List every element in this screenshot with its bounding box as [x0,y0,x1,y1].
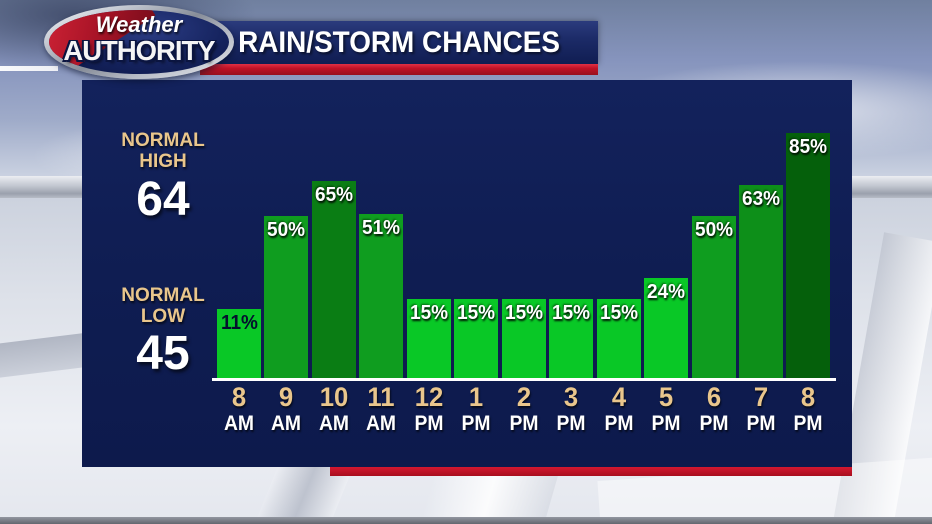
x-axis-baseline [212,378,836,381]
bar: 15% [549,299,593,379]
bar-value-label: 50% [266,219,306,241]
x-axis-tick: 12 PM [399,382,459,436]
chart-panel: NORMAL HIGH 64 NORMAL LOW 45 11% 50% 65% 51… [82,80,852,467]
bar-value-label: 63% [741,188,781,210]
bar-value-label: 85% [788,136,828,158]
left-white-line [0,66,58,71]
x-axis-tick: 8 PM [778,382,838,436]
x-axis-tick: 11 AM [351,382,411,436]
bar: 85% [786,133,830,379]
bar-value-label: 65% [314,184,354,206]
x-axis-tick: 9 AM [256,382,316,436]
hour-label: 7 [753,382,769,412]
x-axis-tick: 2 PM [494,382,554,436]
bar: 24% [644,278,688,379]
normal-high-value: 64 [136,173,190,226]
bars-layer: 11% 50% 65% 51% 15% 15% 15% 15% 15% 24% 50% 63% 85% [82,80,852,467]
logo-text-weather: Weather [95,12,183,37]
bar-value-label: 24% [646,281,686,303]
bar-value-label: 15% [551,302,591,324]
hour-label: 11 [367,382,395,412]
bar: 11% [217,309,261,379]
logo-text-authority: AUTHORITY [63,35,215,66]
hour-label: 12 [414,382,444,412]
meridiem-label: PM [414,412,444,435]
hour-label: 9 [278,382,294,412]
bar: 51% [359,214,403,379]
bar: 63% [739,185,783,379]
normal-high-label-line2: HIGH [139,151,187,172]
meridiem-label: AM [365,412,397,435]
hour-label: 3 [563,382,579,412]
logo-oval-face [49,10,229,74]
hour-label: 6 [706,382,722,412]
bar-value-label: 15% [409,302,449,324]
x-axis-tick: 10 AM [304,382,364,436]
title-banner-red-stripe [200,64,598,75]
hour-label: 8 [231,382,247,412]
bar: 15% [407,299,451,379]
bar-value-label: 50% [694,219,734,241]
hour-label: 4 [611,382,627,412]
normal-low-label: NORMAL LOW [95,285,231,327]
title-banner: RAIN/STORM CHANCES [200,21,598,64]
normal-high-label-line1: NORMAL [121,130,205,151]
bar: 15% [454,299,498,379]
page-title: RAIN/STORM CHANCES [238,25,560,59]
bar: 65% [312,181,356,379]
meridiem-label: PM [509,412,539,435]
x-axis-tick: 1 PM [446,382,506,436]
meridiem-label: PM [556,412,586,435]
normal-low-label-line1: NORMAL [121,285,205,306]
normal-low-label-line2: LOW [140,306,186,327]
meridiem-label: PM [461,412,491,435]
x-axis-tick: 4 PM [589,382,649,436]
hour-label: 2 [516,382,532,412]
bar-value-label: 15% [456,302,496,324]
bar-value-label: 15% [504,302,544,324]
meridiem-label: PM [651,412,681,435]
normal-low-value: 45 [136,327,190,380]
x-axis-tick: 5 PM [636,382,696,436]
meridiem-label: AM [318,412,350,435]
hour-label: 5 [658,382,674,412]
hour-axis: 8 AM 9 AM 10 AM 11 AM 12 PM 1 PM 2 PM 3 PM 4 PM 5 PM 6 PM 7 PM 8… [82,80,852,467]
meridiem-label: AM [223,412,255,435]
x-axis-tick: 7 PM [731,382,791,436]
meridiem-label: PM [604,412,634,435]
weather-authority-logo: Weather AUTHORITY [44,5,234,79]
hour-label: 8 [800,382,816,412]
meridiem-label: PM [793,412,823,435]
meridiem-label: AM [270,412,302,435]
x-axis-tick: 6 PM [684,382,744,436]
bottom-edge-strip [0,517,932,524]
bar: 50% [692,216,736,379]
bar-value-label: 11% [220,312,258,334]
panel-bottom-red-stripe [330,467,852,476]
bar: 50% [264,216,308,379]
bar: 15% [597,299,641,379]
x-axis-tick: 3 PM [541,382,601,436]
bar-value-label: 15% [599,302,639,324]
meridiem-label: PM [746,412,776,435]
meridiem-label: PM [699,412,729,435]
x-axis-tick: 8 AM [209,382,269,436]
hour-label: 1 [468,382,484,412]
hour-label: 10 [319,382,349,412]
bar-value-label: 51% [361,217,401,239]
normal-high-label: NORMAL HIGH [95,130,231,172]
bar: 15% [502,299,546,379]
